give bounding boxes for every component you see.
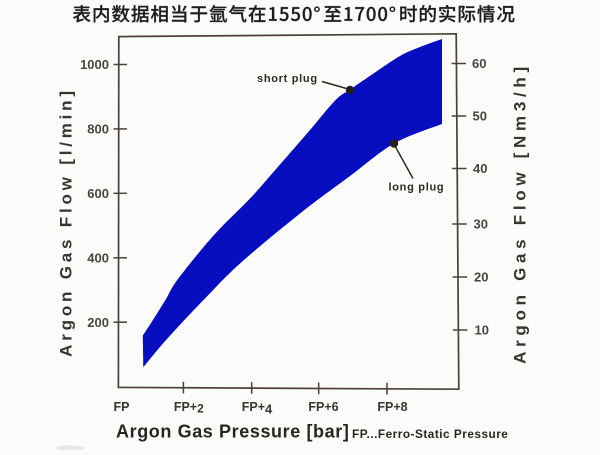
svg-text:800: 800 (87, 122, 109, 137)
svg-text:40: 40 (473, 161, 487, 176)
svg-text:10: 10 (475, 323, 489, 338)
svg-text:FP: FP (114, 400, 130, 414)
svg-text:FP+2: FP+2 (174, 400, 204, 415)
svg-text:Argon Gas Flow [l/min]: Argon Gas Flow [l/min] (57, 87, 76, 357)
svg-text:short plug: short plug (257, 73, 318, 85)
svg-text:FP+8: FP+8 (377, 400, 407, 414)
svg-text:FP+4: FP+4 (242, 400, 273, 417)
svg-text:FP...Ferro-Static Pressure: FP...Ferro-Static Pressure (352, 427, 508, 441)
svg-text:FP+6: FP+6 (308, 400, 338, 414)
svg-text:60: 60 (472, 56, 486, 71)
svg-text:Argon Gas Flow [Nm3/h]: Argon Gas Flow [Nm3/h] (511, 62, 530, 364)
svg-text:long plug: long plug (389, 182, 445, 194)
svg-text:30: 30 (474, 217, 488, 232)
svg-text:Argon Gas Pressure [bar]: Argon Gas Pressure [bar] (116, 422, 349, 442)
svg-text:1000: 1000 (80, 57, 109, 72)
svg-text:50: 50 (473, 109, 487, 124)
svg-text:600: 600 (87, 186, 109, 201)
svg-text:200: 200 (87, 315, 109, 330)
svg-text:20: 20 (474, 270, 488, 285)
svg-text:400: 400 (87, 251, 109, 266)
